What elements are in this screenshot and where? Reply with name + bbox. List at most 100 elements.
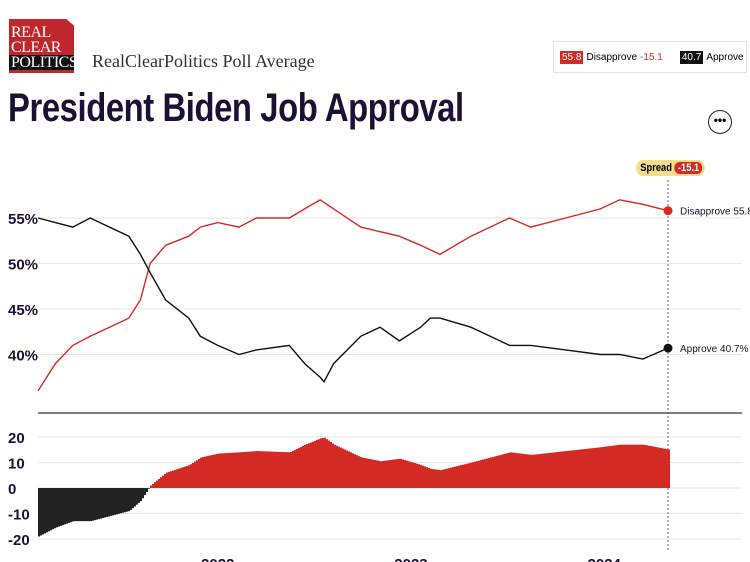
spread-bar: [662, 448, 664, 488]
spread-bar: [148, 488, 150, 489]
spread-bar: [546, 453, 548, 488]
spread-bar: [442, 469, 444, 488]
spread-bar: [432, 469, 434, 488]
spread-bar: [90, 488, 92, 522]
y-tick-label: -10: [8, 507, 30, 524]
spread-bar: [288, 452, 290, 488]
spread-bar: [50, 488, 52, 531]
spread-badge: Spread -15.1: [636, 160, 706, 176]
spread-bar: [472, 462, 474, 488]
spread-bar: [138, 488, 140, 503]
spread-bar: [328, 440, 330, 488]
spread-bar: [276, 451, 278, 488]
spread-bar: [302, 445, 304, 488]
spread-bar: [466, 463, 468, 488]
spread-bar: [366, 458, 368, 488]
spread-bar: [154, 482, 156, 488]
spread-bar: [188, 465, 190, 488]
spread-bar: [370, 459, 372, 488]
spread-bar: [220, 453, 222, 488]
spread-bar: [168, 471, 170, 488]
spread-bar: [408, 461, 410, 488]
spread-bar: [310, 442, 312, 488]
spread-bar: [520, 453, 522, 488]
spread-bar: [114, 488, 116, 515]
spread-bar: [516, 453, 518, 488]
spread-bar: [106, 488, 108, 517]
spread-bar: [566, 450, 568, 488]
spread-bar: [216, 453, 218, 488]
spread-bar: [562, 451, 564, 488]
spread-bar: [412, 462, 414, 488]
spread-bar: [592, 448, 594, 488]
spread-bar: [360, 457, 362, 488]
spread-bar: [518, 453, 520, 488]
x-tick-label: 2024: [588, 556, 622, 562]
disapprove-end-dot: [663, 206, 673, 216]
spread-bar: [560, 451, 562, 488]
spread-bar: [426, 467, 428, 488]
spread-bar: [576, 449, 578, 488]
spread-bar: [44, 488, 46, 534]
spread-bar: [316, 439, 318, 488]
y-tick-label: 20: [8, 430, 25, 447]
spread-bar: [110, 488, 112, 516]
more-options-button[interactable]: •••: [708, 110, 732, 134]
spread-bar: [506, 453, 508, 488]
spread-bar: [244, 451, 246, 488]
spread-bar: [144, 488, 146, 496]
spread-bar: [482, 459, 484, 488]
spread-bar: [578, 449, 580, 488]
rcp-logo[interactable]: REAL CLEAR POLITICS: [9, 19, 74, 73]
spread-bar: [388, 460, 390, 488]
spread-bar: [210, 455, 212, 488]
spread-bar: [248, 451, 250, 488]
spread-bar: [614, 445, 616, 488]
spread-bar: [602, 446, 604, 488]
spread-bar: [78, 488, 80, 522]
spread-bar: [250, 451, 252, 488]
disapprove-line: [37, 198, 669, 392]
spread-bar: [620, 444, 622, 488]
spread-bar: [150, 485, 152, 488]
spread-bar: [400, 458, 402, 488]
spread-bar: [460, 465, 462, 488]
spread-bar: [166, 472, 168, 488]
spread-bar: [490, 457, 492, 488]
spread-bar: [212, 454, 214, 488]
spread-bar: [666, 449, 668, 488]
spread-bar: [612, 445, 614, 488]
spread-bar: [326, 439, 328, 488]
spread-bar: [160, 477, 162, 488]
spread-bar: [300, 446, 302, 488]
approve-value-badge: 40.7: [679, 50, 704, 64]
spread-bar: [132, 488, 134, 509]
spread-bar: [330, 442, 332, 488]
spread-bar: [262, 451, 264, 488]
spread-bar: [510, 452, 512, 488]
x-tick-label: 2022: [201, 556, 234, 562]
spread-bar: [534, 454, 536, 488]
approve-label: Approve: [706, 51, 744, 63]
spread-bar: [440, 470, 442, 488]
spread-bar: [600, 447, 602, 488]
spread-bar: [152, 483, 154, 488]
spread-bar: [396, 459, 398, 488]
spread-bar: [604, 446, 606, 488]
spread-bar: [628, 444, 630, 488]
spread-bar: [112, 488, 114, 516]
spread-bar: [274, 451, 276, 488]
spread-bar: [228, 452, 230, 488]
spread-bar: [422, 465, 424, 488]
spread-bar: [96, 488, 98, 520]
spread-bar: [312, 441, 314, 488]
spread-bar: [74, 488, 76, 522]
logo-line: CLEAR: [11, 39, 61, 56]
spread-bar: [252, 451, 254, 488]
spread-bar: [540, 453, 542, 488]
spread-bar: [128, 488, 130, 512]
spread-value: -15.1: [674, 162, 703, 174]
spread-bar: [184, 466, 186, 488]
approve-line: [37, 217, 669, 384]
